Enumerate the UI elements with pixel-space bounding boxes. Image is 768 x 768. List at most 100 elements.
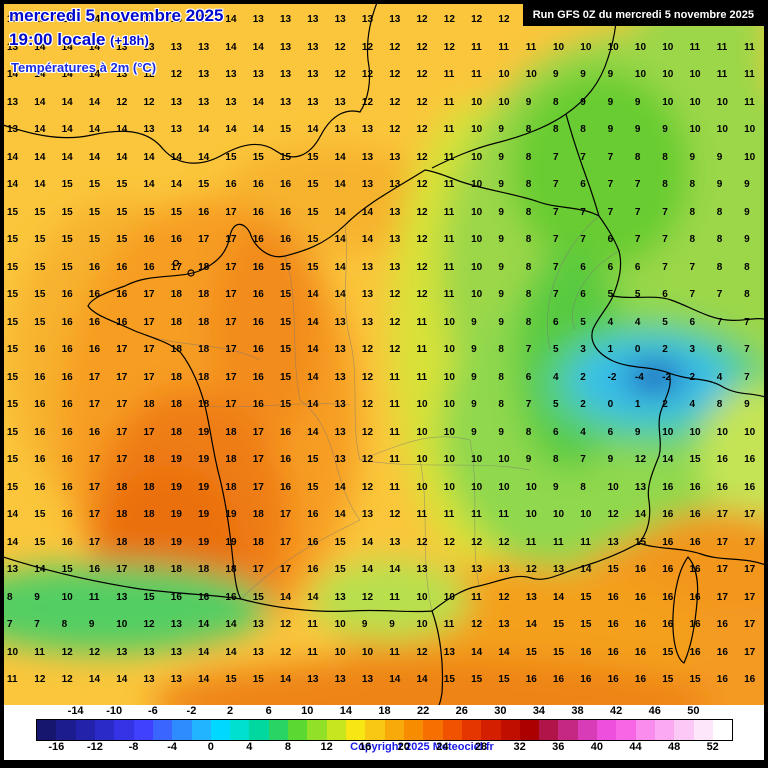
temp-value: 8: [689, 179, 696, 190]
temp-value: 15: [607, 564, 619, 575]
temp-value: 13: [307, 674, 319, 685]
temp-value: 10: [716, 124, 728, 135]
temp-value: 10: [662, 96, 674, 108]
temp-value: 14: [389, 674, 401, 685]
temp-value: 7: [525, 344, 532, 355]
temp-value: 15: [662, 674, 674, 685]
temp-value: 12: [170, 69, 182, 80]
temp-value: 17: [88, 454, 101, 465]
temp-value: 15: [7, 426, 19, 438]
temp-value: 10: [443, 426, 455, 438]
channel-island: [172, 259, 180, 267]
map-canvas[interactable]: 1313141414131313141313131313131212121211…: [4, 4, 764, 705]
temp-value: 13: [170, 646, 182, 658]
temp-value: 14: [307, 399, 319, 410]
temp-value: 14: [34, 151, 46, 163]
temp-value: 17: [744, 564, 756, 575]
temp-value: 12: [361, 41, 374, 53]
scale-segment: [191, 720, 211, 740]
temp-value: 16: [88, 344, 101, 355]
temp-value: 11: [498, 41, 509, 53]
temp-value: 13: [443, 564, 455, 575]
temp-value: 14: [307, 316, 319, 328]
temp-value: 16: [662, 564, 674, 575]
temp-value: 10: [580, 509, 592, 520]
temp-value: 15: [471, 674, 483, 685]
temp-value: 18: [170, 399, 182, 410]
temp-value: 13: [634, 481, 647, 493]
temp-value: 11: [553, 536, 564, 548]
spain-med-coast: [431, 610, 444, 705]
temp-value: 16: [61, 399, 73, 410]
temp-value: 5: [634, 289, 641, 300]
temp-value: 15: [307, 206, 319, 218]
temp-value: 13: [280, 96, 292, 108]
temp-value: 9: [471, 316, 477, 328]
temp-value: 14: [225, 41, 237, 53]
temp-value: 15: [7, 399, 19, 410]
temp-value: 0: [634, 344, 641, 355]
temp-value: 14: [307, 371, 319, 383]
temperature-grid: 1313141414131313141313131313131212121211…: [4, 4, 764, 705]
temp-value: 11: [307, 619, 318, 630]
temp-value: 16: [252, 316, 264, 328]
temp-value: 10: [416, 591, 428, 603]
temp-value: 11: [443, 289, 455, 300]
temp-value: 15: [307, 481, 319, 493]
temp-value: 12: [361, 371, 374, 383]
temp-value: 11: [525, 41, 537, 53]
temp-value: 12: [416, 536, 428, 548]
temp-value: 16: [225, 591, 237, 603]
temp-value: 10: [471, 206, 483, 218]
temp-value: 10: [334, 646, 346, 658]
temp-value: 13: [361, 316, 374, 328]
temp-value: 16: [525, 674, 537, 685]
temp-value: 7: [580, 234, 586, 245]
temp-value: 17: [716, 591, 728, 603]
temp-value: 14: [416, 674, 428, 685]
run-info-box: Run GFS 0Z du mercredi 5 novembre 2025: [522, 4, 764, 26]
temp-value: 16: [116, 261, 128, 273]
temp-value: 8: [662, 151, 668, 163]
temp-value: 14: [525, 619, 537, 630]
temp-value: 11: [471, 591, 482, 603]
temp-value: 9: [498, 234, 504, 245]
temp-value: 15: [116, 206, 128, 218]
temp-value: 14: [361, 206, 374, 218]
temp-value: 16: [61, 371, 73, 383]
temp-value: 6: [580, 179, 586, 190]
temp-value: 13: [143, 646, 155, 658]
temp-value: 8: [689, 234, 696, 245]
scale-label-bottom: -16: [48, 741, 65, 753]
temp-value: 19: [198, 481, 210, 493]
temp-value: 9: [744, 179, 750, 190]
temp-value: 9: [34, 591, 40, 603]
temp-value: 8: [553, 96, 559, 108]
temp-value: 2: [689, 371, 696, 383]
temp-value: 10: [689, 96, 701, 108]
temp-value: 15: [280, 399, 292, 410]
temp-value: 15: [498, 674, 510, 685]
temp-value: 9: [498, 316, 504, 328]
temp-value: 9: [607, 454, 614, 465]
temp-value: 12: [634, 454, 647, 465]
temp-value: 6: [607, 234, 614, 245]
temp-value: 14: [580, 564, 592, 575]
temp-value: 16: [61, 426, 73, 438]
temp-value: 4: [689, 399, 696, 410]
copyright-text[interactable]: Copyright 2025 Meteociel.fr: [350, 741, 494, 753]
temp-value: 11: [443, 124, 455, 135]
scale-label-bottom: 16: [359, 741, 372, 753]
temp-value: 10: [607, 41, 619, 53]
temp-value: 15: [34, 509, 46, 520]
temp-value: 15: [143, 206, 155, 218]
temp-value: 12: [607, 509, 619, 520]
temp-value: 12: [416, 206, 428, 218]
temp-value: 12: [416, 289, 428, 300]
temp-value: 8: [634, 151, 641, 163]
scale-label-top: 22: [416, 705, 430, 717]
temp-value: 7: [744, 371, 750, 383]
temp-value: 16: [170, 591, 182, 603]
temp-value: 16: [252, 371, 264, 383]
